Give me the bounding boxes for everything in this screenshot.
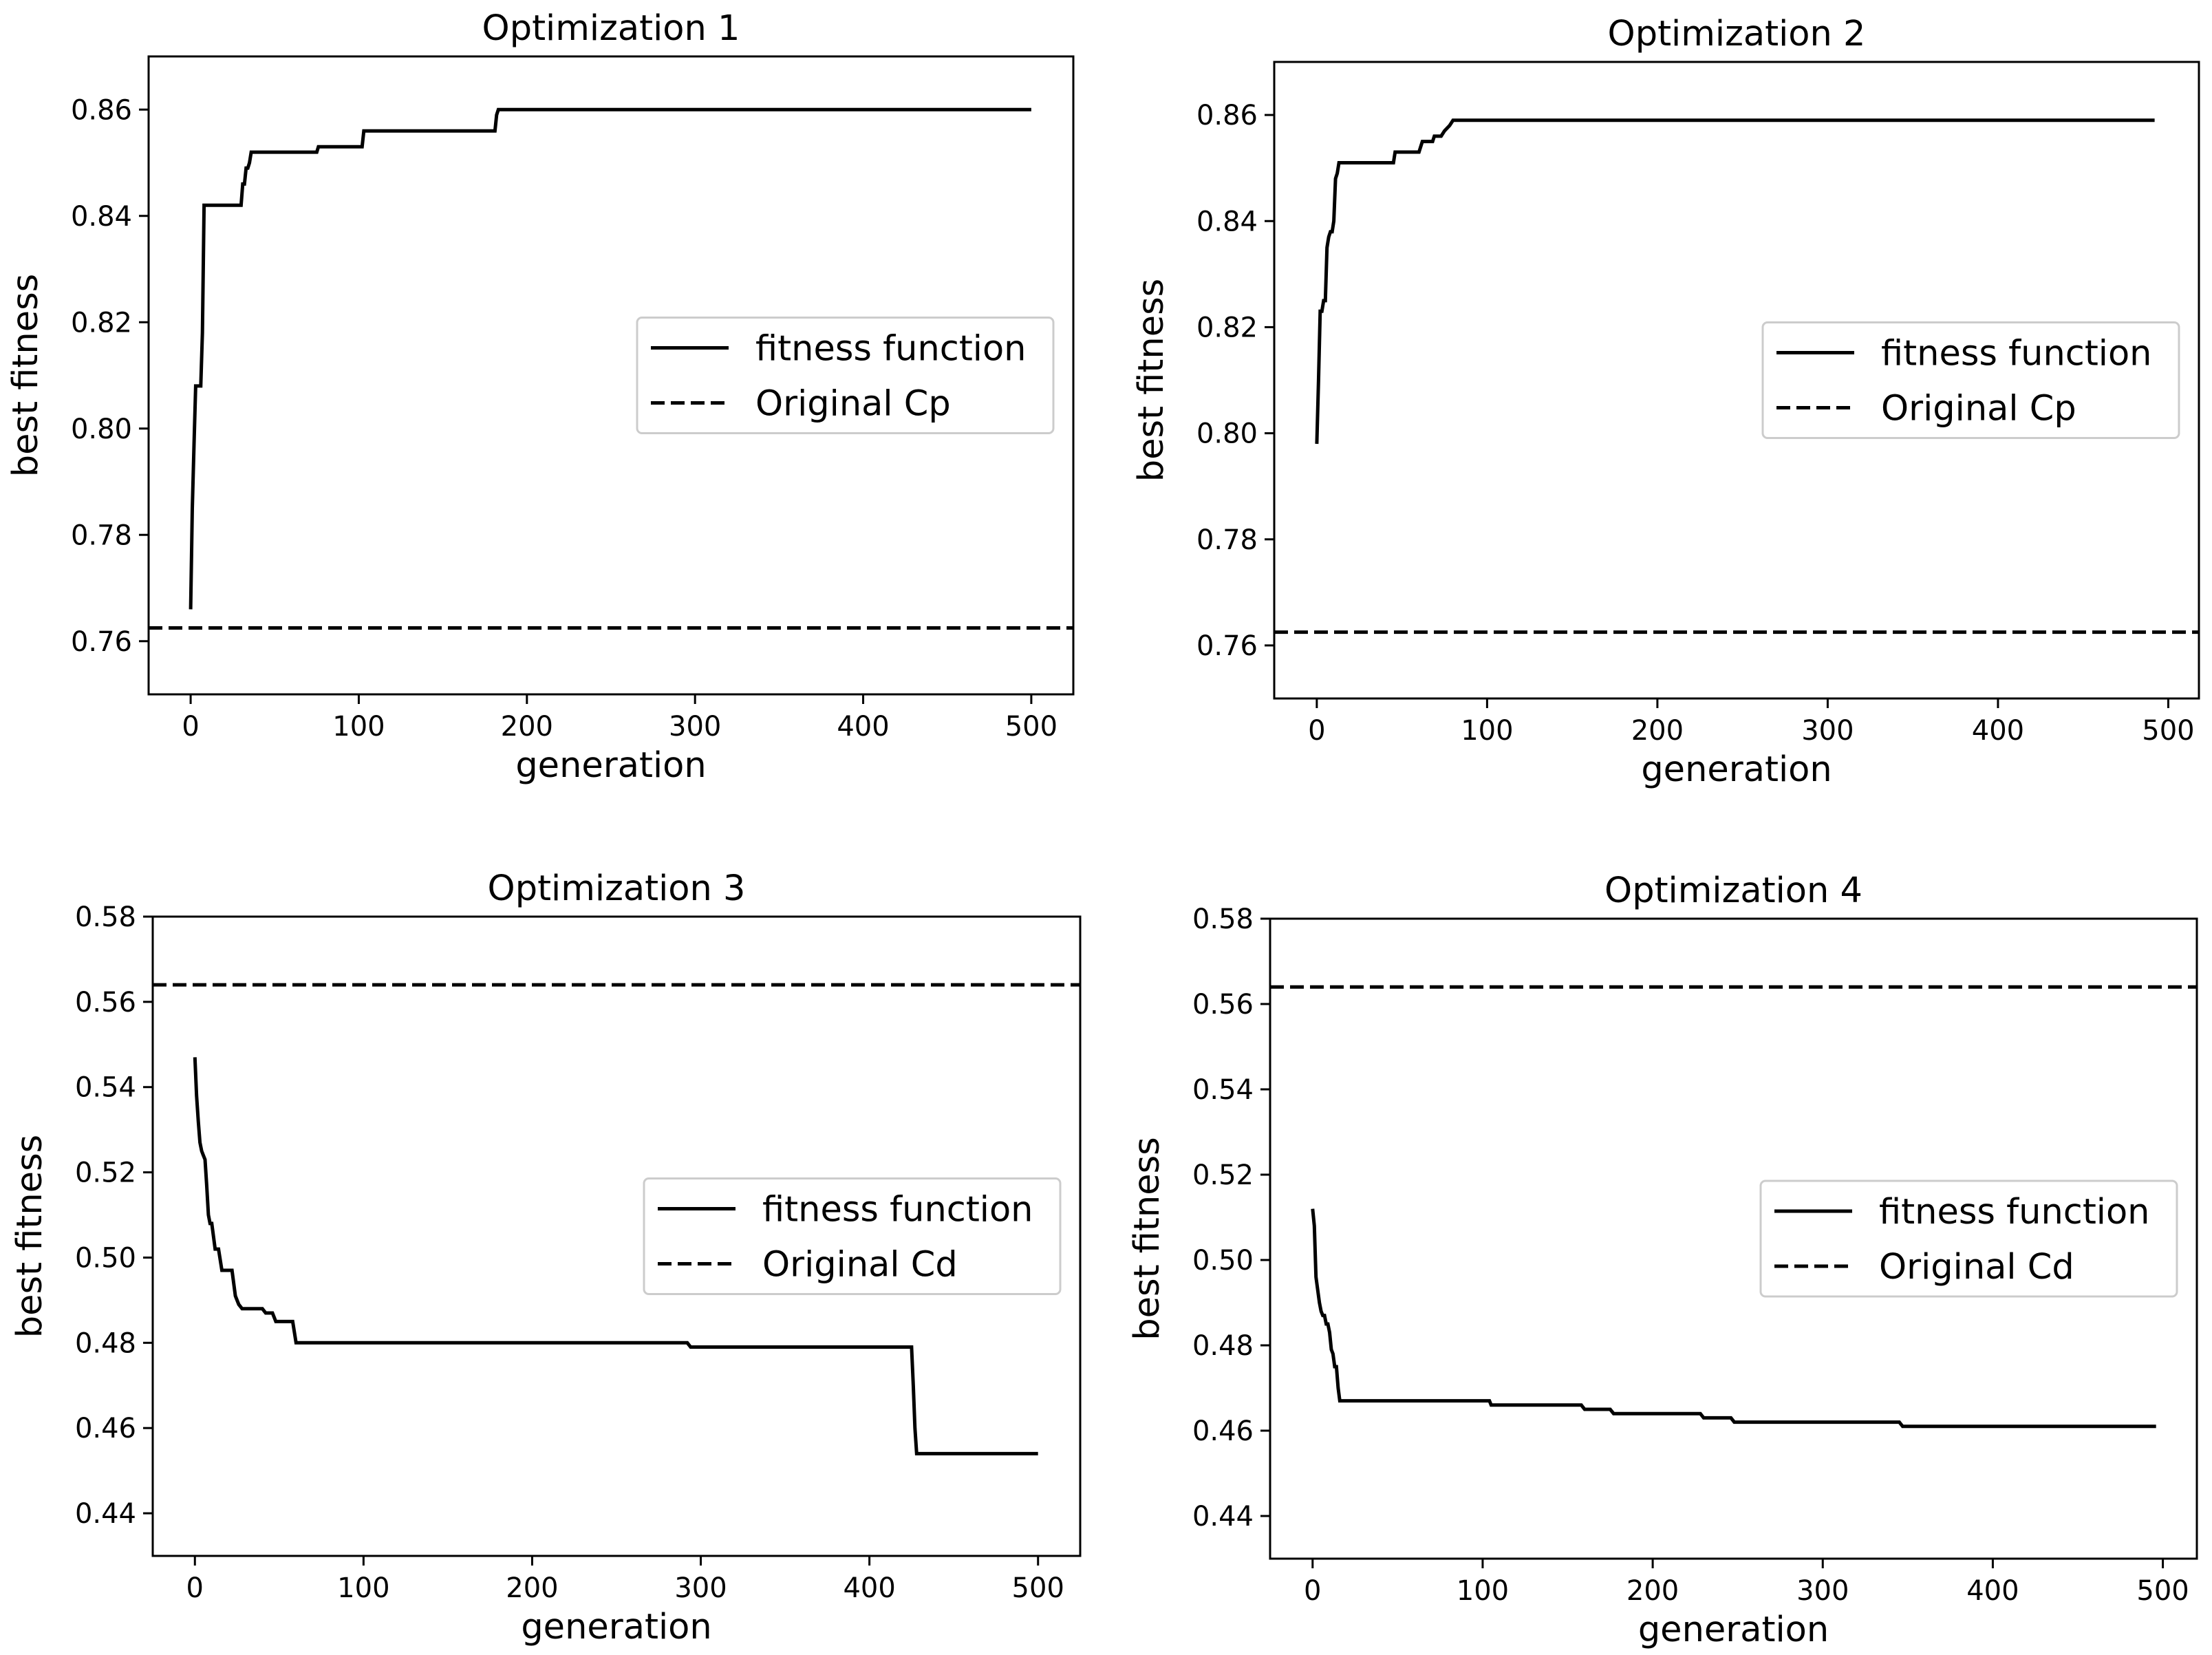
x-tick-label: 500 [1012, 1572, 1064, 1604]
y-tick-label: 0.58 [1192, 904, 1254, 935]
y-tick-label: 0.46 [1192, 1416, 1254, 1447]
legend-label: fitness function [755, 329, 1027, 370]
x-axis-label: generation [1638, 1610, 1829, 1650]
plot-area [1270, 985, 2197, 1429]
fitness-function-series [189, 107, 1031, 610]
x-tick-label: 100 [332, 711, 385, 743]
x-tick-label: 0 [1304, 1575, 1321, 1607]
legend-box [1761, 321, 2180, 439]
fitness-function-series [1315, 118, 2155, 445]
x-tick-label: 200 [506, 1572, 558, 1604]
axes-frame [1269, 917, 2198, 1560]
legend-label: Original Cp [1881, 389, 2076, 429]
y-tick-label: 0.58 [75, 901, 136, 933]
x-tick-label: 400 [1966, 1575, 2019, 1607]
chart-panel-3: Optimization 3 0 100 200 300 400 500 0.44 0.46 0.… [10, 868, 1082, 1647]
chart-title: Optimization 2 [1608, 14, 1866, 54]
legend-box [636, 317, 1055, 434]
x-tick-label: 200 [501, 711, 553, 743]
legend: fitness function Original Cp [636, 317, 1055, 434]
fitness-function-series [193, 1057, 1038, 1455]
legend-label: fitness function [762, 1190, 1033, 1230]
legend: fitness function Original Cd [1759, 1179, 2178, 1298]
y-tick-label: 0.78 [1196, 524, 1258, 556]
y-tick-label: 0.48 [1192, 1330, 1254, 1362]
y-axis-label: best fitness [1131, 279, 1172, 482]
y-tick-label: 0.56 [75, 987, 136, 1018]
y-tick-label: 0.50 [1192, 1245, 1254, 1277]
legend-label: Original Cp [755, 384, 951, 425]
x-tick-label: 300 [1801, 715, 1854, 747]
legend: fitness function Original Cd [643, 1177, 1062, 1295]
y-tick-label: 0.78 [71, 520, 132, 551]
x-tick-label: 300 [674, 1572, 727, 1604]
chart-title: Optimization 1 [482, 8, 740, 49]
x-tick-label: 300 [669, 711, 721, 743]
chart-panels: Optimization 1 0 100 200 300 400 500 0.76 0.78 0.… [6, 8, 2200, 1650]
y-tick-label: 0.82 [71, 307, 132, 339]
axes-frame [1273, 61, 2200, 700]
y-tick-label: 0.50 [75, 1242, 136, 1274]
x-tick-label: 100 [1461, 715, 1513, 747]
y-tick-label: 0.46 [75, 1413, 136, 1444]
y-tick-label: 0.48 [75, 1327, 136, 1359]
x-tick-label: 300 [1796, 1575, 1849, 1607]
y-tick-label: 0.56 [1192, 989, 1254, 1021]
x-tick-label: 100 [1457, 1575, 1509, 1607]
y-tick-label: 0.76 [71, 626, 132, 658]
x-tick-label: 400 [837, 711, 889, 743]
legend: fitness function Original Cp [1761, 321, 2180, 439]
y-tick-label: 0.54 [75, 1072, 136, 1104]
y-tick-label: 0.82 [1196, 312, 1258, 343]
x-tick-label: 500 [1005, 711, 1057, 743]
plot-area [1274, 118, 2199, 634]
y-tick-label: 0.44 [75, 1498, 136, 1530]
y-tick-label: 0.76 [1196, 630, 1258, 662]
chart-panel-2: Optimization 2 0 100 200 300 400 500 0.76 0.78 0.… [1131, 14, 2200, 790]
chart-title: Optimization 4 [1604, 871, 1862, 911]
x-tick-label: 400 [843, 1572, 895, 1604]
y-axis-label: best fitness [10, 1135, 50, 1338]
legend-label: fitness function [1881, 334, 2152, 374]
y-tick-label: 0.44 [1192, 1501, 1254, 1533]
chart-panel-4: Optimization 4 0 100 200 300 400 500 0.44 0.46 0.… [1127, 871, 2198, 1650]
x-tick-label: 500 [2142, 715, 2194, 747]
x-axis-label: generation [515, 745, 706, 786]
y-tick-label: 0.80 [1196, 418, 1258, 450]
y-axis-label: best fitness [1127, 1137, 1168, 1341]
legend-label: Original Cd [762, 1245, 958, 1285]
x-tick-label: 0 [182, 711, 199, 743]
plot-area [149, 107, 1073, 630]
y-tick-label: 0.84 [1196, 206, 1258, 237]
axes-frame [147, 55, 1075, 696]
plot-area [153, 983, 1080, 1455]
y-axis-label: best fitness [6, 274, 46, 478]
y-tick-label: 0.86 [71, 94, 132, 126]
y-tick-label: 0.52 [1192, 1160, 1254, 1191]
legend-label: Original Cd [1879, 1247, 2074, 1288]
x-tick-label: 500 [2136, 1575, 2189, 1607]
y-tick-label: 0.84 [71, 201, 132, 233]
y-tick-label: 0.86 [1196, 100, 1258, 131]
x-tick-label: 400 [1972, 715, 2024, 747]
legend-label: fitness function [1879, 1192, 2150, 1232]
axes-frame [151, 915, 1082, 1557]
legend-box [643, 1177, 1062, 1295]
x-axis-label: generation [521, 1607, 711, 1647]
y-tick-label: 0.80 [71, 414, 132, 445]
y-tick-label: 0.52 [75, 1157, 136, 1189]
fitness-function-series [1311, 1208, 2156, 1429]
x-tick-label: 0 [1308, 715, 1325, 747]
x-tick-label: 200 [1626, 1575, 1679, 1607]
x-tick-label: 100 [337, 1572, 389, 1604]
x-axis-label: generation [1641, 749, 1832, 790]
chart-panel-1: Optimization 1 0 100 200 300 400 500 0.76 0.78 0.… [6, 8, 1075, 786]
x-tick-label: 200 [1631, 715, 1684, 747]
chart-title: Optimization 3 [488, 868, 746, 909]
legend-box [1759, 1179, 2178, 1298]
y-tick-label: 0.54 [1192, 1074, 1254, 1106]
x-tick-label: 0 [186, 1572, 204, 1604]
